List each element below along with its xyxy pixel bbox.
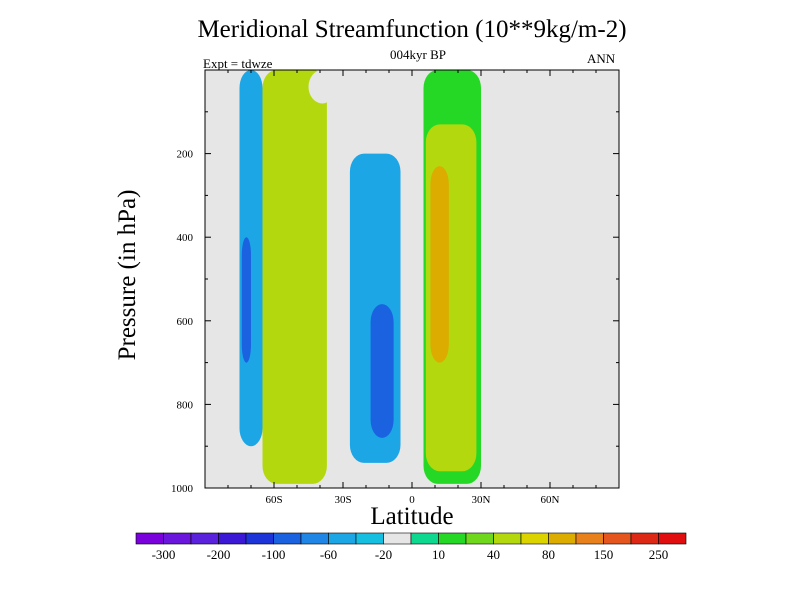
colorbar-label: -60 (320, 547, 337, 562)
colorbar-swatch (163, 532, 192, 545)
x-tick-label: 60S (265, 494, 282, 506)
y-tick-label: 1000 (171, 483, 194, 495)
colorbar-swatch (135, 532, 164, 545)
chart-subtitle: 004kyr BP (390, 47, 446, 62)
colorbar: -300 -200 -100 -60 -20 10 40 80 150 250 (135, 532, 687, 562)
colorbar-swatch (603, 532, 632, 545)
colorbar-swatch (218, 532, 247, 545)
y-tick-label: 400 (177, 232, 194, 244)
colorbar-swatch (328, 532, 357, 545)
colorbar-label: 150 (594, 547, 614, 562)
colorbar-swatch (575, 532, 604, 545)
contour-region-6 (370, 304, 394, 438)
colorbar-swatch (300, 532, 329, 545)
chart-title: Meridional Streamfunction (10**9kg/m-2) (197, 16, 627, 43)
x-tick-label: 60N (541, 494, 560, 506)
colorbar-label: 80 (542, 547, 555, 562)
colorbar-swatch (383, 532, 412, 545)
contour-region-3 (262, 70, 327, 484)
colorbar-swatch (190, 532, 219, 545)
colorbar-swatch (245, 532, 274, 545)
colorbar-label: 10 (432, 547, 445, 562)
colorbar-swatch (493, 532, 522, 545)
colorbar-label: -300 (152, 547, 176, 562)
colorbar-swatch (658, 532, 687, 545)
colorbar-label: -200 (207, 547, 231, 562)
colorbar-swatch (355, 532, 384, 545)
colorbar-swatch (410, 532, 439, 545)
y-tick-label: 200 (177, 149, 194, 161)
contour-layer (234, 70, 587, 484)
y-tick-label: 800 (177, 399, 194, 411)
x-tick-label: 0 (409, 494, 415, 506)
contour-region-9 (430, 166, 449, 363)
experiment-label: Expt = tdwze (203, 56, 273, 71)
colorbar-swatch (438, 532, 467, 545)
season-label: ANN (587, 51, 616, 66)
colorbar-label: -20 (375, 547, 392, 562)
x-axis: 60S 30S 0 30N 60N (204, 70, 620, 506)
colorbar-swatch (465, 532, 494, 545)
x-axis-title: Latitude (370, 503, 454, 530)
colorbar-label: 40 (487, 547, 500, 562)
contour-region-12 (577, 70, 587, 125)
x-tick-label: 30S (334, 494, 351, 506)
colorbar-swatch (548, 532, 577, 545)
contour-region-10 (481, 145, 527, 409)
contour-region-11 (308, 70, 337, 104)
x-tick-label: 30N (472, 494, 491, 506)
colorbar-swatch (520, 532, 549, 545)
y-tick-label: 600 (177, 316, 194, 328)
colorbar-swatch (273, 532, 302, 545)
colorbar-swatch (630, 532, 659, 545)
y-axis: 200 400 600 800 1000 (171, 111, 619, 495)
contour-region-2 (241, 237, 251, 363)
colorbar-label: 250 (649, 547, 669, 562)
colorbar-label: -100 (262, 547, 286, 562)
